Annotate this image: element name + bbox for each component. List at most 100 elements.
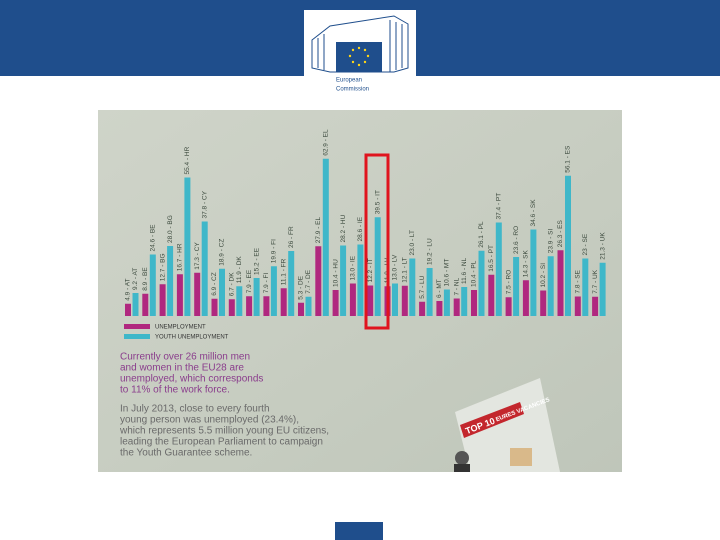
bar — [374, 217, 381, 316]
value-label: 26 - FR — [288, 226, 295, 248]
bar — [270, 266, 277, 316]
value-label: 12.1 - LT — [402, 257, 409, 283]
logo-text: European — [336, 78, 362, 84]
value-label: 9.2 - AT — [132, 268, 139, 290]
bar — [340, 245, 347, 316]
bar — [159, 284, 166, 316]
legend-label: UNEMPLOYMENT — [155, 325, 206, 331]
value-label: 10.4 - HU — [332, 259, 339, 287]
value-label: 7.7 - UK — [592, 269, 599, 294]
eu-flag — [336, 42, 382, 72]
bar — [298, 302, 304, 316]
bar — [263, 296, 270, 316]
paragraph-line: Currently over 26 million men — [120, 352, 250, 363]
bar — [565, 175, 571, 316]
legend-swatch — [124, 334, 150, 339]
value-label: 62.9 - EL — [323, 129, 330, 156]
bar — [478, 250, 485, 316]
paragraph-line: In July 2013, close to every fourth — [120, 404, 270, 415]
bar — [322, 158, 329, 316]
value-label: 18.9 - CZ — [219, 239, 226, 266]
paragraph-line: unemployed, which corresponds — [120, 374, 263, 385]
value-label: 7.9 - FI — [263, 272, 270, 293]
value-label: 7.7 - DE — [305, 269, 312, 294]
paragraph-line: and women in the EU28 are — [120, 363, 244, 374]
logo-text: Commission — [336, 87, 369, 93]
value-label: 55.4 - HR — [184, 146, 191, 174]
value-label: 12.7 - BG — [159, 253, 166, 281]
value-label: 13.0 - LV — [392, 254, 399, 281]
value-label: 39.5 - IT — [374, 190, 381, 214]
bar — [599, 262, 606, 316]
value-label: 4.9 - AT — [125, 278, 132, 300]
bar — [522, 280, 529, 316]
value-label: 7.5 - RO — [505, 270, 512, 295]
bar — [288, 251, 295, 316]
value-label: 37.4 - PT — [496, 193, 503, 220]
bar — [219, 268, 225, 316]
bar — [125, 303, 131, 316]
bar — [246, 296, 253, 316]
value-label: 23.9 - SI — [547, 228, 554, 253]
value-label: 34.6 - SK — [530, 199, 537, 227]
chart: 4.9 - AT 8.9 - BE 12.7 - BG 16.7 - HR 17.3 -… — [124, 129, 606, 341]
value-label: 26.3 - ES — [557, 219, 564, 247]
value-label: 15.2 - EE — [253, 247, 260, 275]
bar — [436, 301, 443, 316]
legend-label: YOUTH UNEMPLOYMENT — [155, 335, 229, 341]
bar — [315, 246, 322, 316]
value-label: 16.5 - PT — [488, 245, 495, 272]
bar — [582, 258, 589, 316]
bar — [280, 288, 287, 316]
bar — [184, 177, 191, 316]
value-label: 28.2 - HU — [340, 214, 347, 242]
bar — [357, 244, 364, 316]
bar — [409, 258, 416, 316]
legend-swatch — [124, 324, 150, 329]
value-label: 21.3 - UK — [599, 232, 606, 260]
value-label: 14.3 - SK — [523, 249, 530, 277]
bar — [236, 286, 243, 316]
value-label: 8.9 - BE — [142, 267, 149, 291]
bar — [426, 268, 433, 316]
bar — [142, 293, 149, 316]
paragraph-line: which represents 5.5 million young EU ci… — [119, 426, 329, 437]
bar — [513, 257, 520, 316]
bar — [176, 274, 183, 316]
value-label: 11.9 - DK — [236, 256, 243, 284]
value-label: 17.3 - CY — [194, 242, 201, 270]
bar — [453, 298, 460, 316]
bar — [132, 293, 139, 316]
bar — [194, 272, 201, 316]
value-label: 28.0 - BG — [167, 215, 174, 243]
value-label: 5.7 - LU — [419, 275, 426, 298]
bar — [228, 299, 235, 316]
value-label: 10.6 - MT — [444, 259, 451, 287]
bar — [471, 290, 477, 316]
value-label: 12.2 - IT — [367, 258, 374, 282]
bar — [419, 301, 426, 316]
bar — [349, 283, 356, 316]
value-label: 24.6 - BE — [150, 224, 157, 252]
value-label: 10.2 - SI — [540, 263, 547, 288]
bar — [461, 287, 468, 316]
bar — [392, 283, 398, 316]
bar — [495, 222, 502, 316]
value-label: 7 - NL — [453, 277, 460, 295]
bar — [574, 296, 581, 316]
value-label: 23.6 - RO — [513, 226, 520, 254]
value-label: 26.1 - PL — [478, 221, 485, 248]
paragraph-line: leading the European Parliament to campa… — [120, 437, 323, 448]
poster: TOP 10 EURES VACANCIES — [454, 378, 560, 472]
bar — [530, 229, 537, 316]
value-label: 13.0 - IE — [350, 255, 357, 280]
bar — [547, 256, 554, 316]
value-label: 6.7 - DK — [229, 272, 236, 297]
bar — [305, 296, 312, 316]
bar — [488, 274, 495, 316]
bar — [332, 290, 339, 316]
logo-building — [311, 15, 409, 73]
value-label: 5.3 - DE — [298, 275, 305, 300]
value-label: 28.6 - IE — [357, 216, 364, 241]
